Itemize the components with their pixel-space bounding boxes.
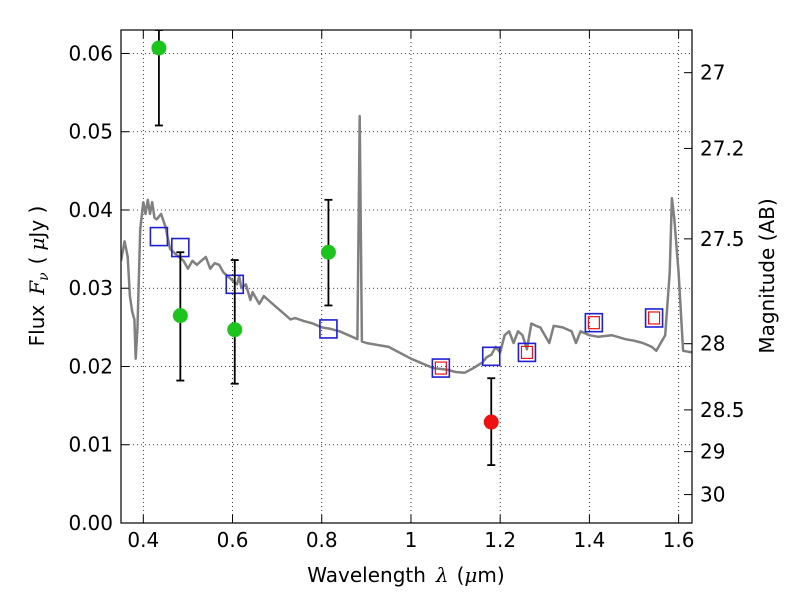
- axes: [120, 29, 693, 524]
- y-tick-label: 0.05: [68, 120, 113, 144]
- y-tick-label: 0.01: [68, 433, 113, 457]
- x-tick-label: 1.6: [663, 528, 695, 552]
- y2-tick-label: 28.5: [700, 398, 745, 422]
- model-box-inner: [587, 316, 600, 330]
- x-tick-label: 1.2: [484, 528, 516, 552]
- x-tick-label: 1.4: [573, 528, 605, 552]
- model-box: [517, 342, 537, 363]
- y-tick-label: 0.02: [68, 354, 113, 378]
- x-tick-label: 0.8: [306, 528, 338, 552]
- y-axis-label: FluxFν(μJy ): [25, 206, 52, 347]
- grid-lines: [121, 30, 692, 524]
- detection-point: [227, 322, 243, 338]
- model-box: [319, 319, 338, 339]
- model-box: [149, 226, 169, 247]
- detection-point: [172, 308, 188, 324]
- data-points: [149, 30, 664, 466]
- tick-labels: 0.4 0.6 0.8 1 1.2 1.4 1.6 0.00 0.01 0.02 0.03 0.04 0…: [68, 41, 744, 552]
- spectrum-line: [121, 114, 692, 375]
- model-box-inner: [520, 345, 534, 360]
- model-box-inner: [647, 311, 661, 325]
- y2-tick-label: 30: [700, 483, 725, 507]
- y2-tick-label: 27: [700, 61, 725, 85]
- y-tick-label: 0.04: [68, 198, 113, 222]
- x-tick-label: 0.6: [217, 528, 249, 552]
- y2-axis-label: Magnitude (AB): [755, 198, 779, 353]
- y2-tick-label: 27.2: [700, 136, 745, 160]
- y-tick-label: 0.06: [68, 41, 113, 65]
- x-axis-label: Wavelength λ (μm): [307, 563, 504, 587]
- model-box: [431, 358, 451, 378]
- spectrum-series: [121, 114, 692, 375]
- model-box: [481, 346, 501, 367]
- detection-point: [151, 40, 167, 56]
- model-box: [584, 312, 604, 333]
- x-tick-label: 0.4: [127, 528, 159, 552]
- model-box: [644, 308, 664, 328]
- y2-tick-label: 28: [700, 332, 725, 356]
- y-tick-label: 0.00: [68, 511, 113, 535]
- y-tick-label: 0.03: [68, 276, 113, 300]
- model-box-inner: [434, 361, 447, 375]
- x-tick-label: 1: [405, 528, 418, 552]
- detection-point: [320, 244, 336, 260]
- y2-tick-label: 27.5: [700, 227, 745, 251]
- upper-limit-point: [483, 414, 499, 430]
- plot-frame: [120, 29, 693, 524]
- y2-tick-label: 29: [700, 440, 725, 464]
